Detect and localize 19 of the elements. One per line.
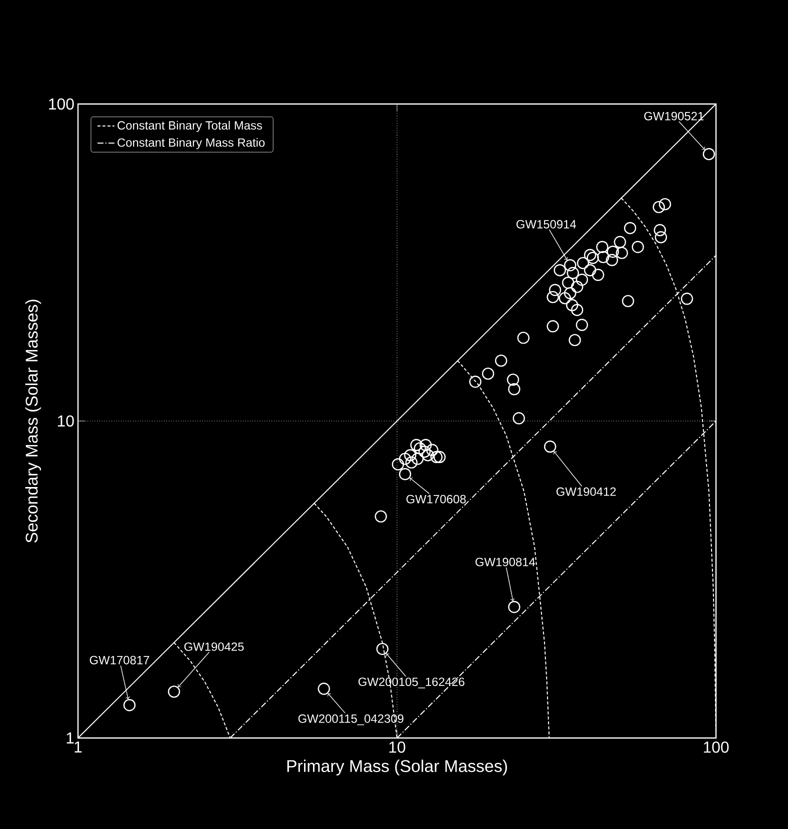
- y-tick-label: 10: [58, 415, 74, 427]
- y-tick-label: 1: [66, 732, 74, 744]
- annotation: GW170608: [406, 494, 466, 504]
- y-tick-label: 100: [49, 98, 74, 110]
- annotation: GW170817: [90, 656, 150, 664]
- annotation: GW190521: [644, 112, 704, 120]
- annotation: GW200105_162426: [358, 678, 464, 688]
- annotation: GW190814: [476, 558, 536, 566]
- x-tick-label: 10: [389, 742, 406, 753]
- legend-label: Constant Binary Total Mass: [118, 120, 262, 132]
- annotation: GW150914: [516, 220, 576, 228]
- x-tick-label: 1: [74, 742, 82, 752]
- annotation: GW190425: [184, 642, 244, 651]
- x-axis-title: Primary Mass (Solar Masses): [287, 760, 507, 776]
- x-tick-label: 100: [704, 742, 729, 753]
- y-axis-title: Secondary Mass (Solar Masses): [25, 300, 42, 543]
- legend-label: Constant Binary Mass Ratio: [118, 138, 265, 150]
- annotation: GW190412: [556, 487, 616, 496]
- annotation: GW200115_042309: [298, 714, 404, 726]
